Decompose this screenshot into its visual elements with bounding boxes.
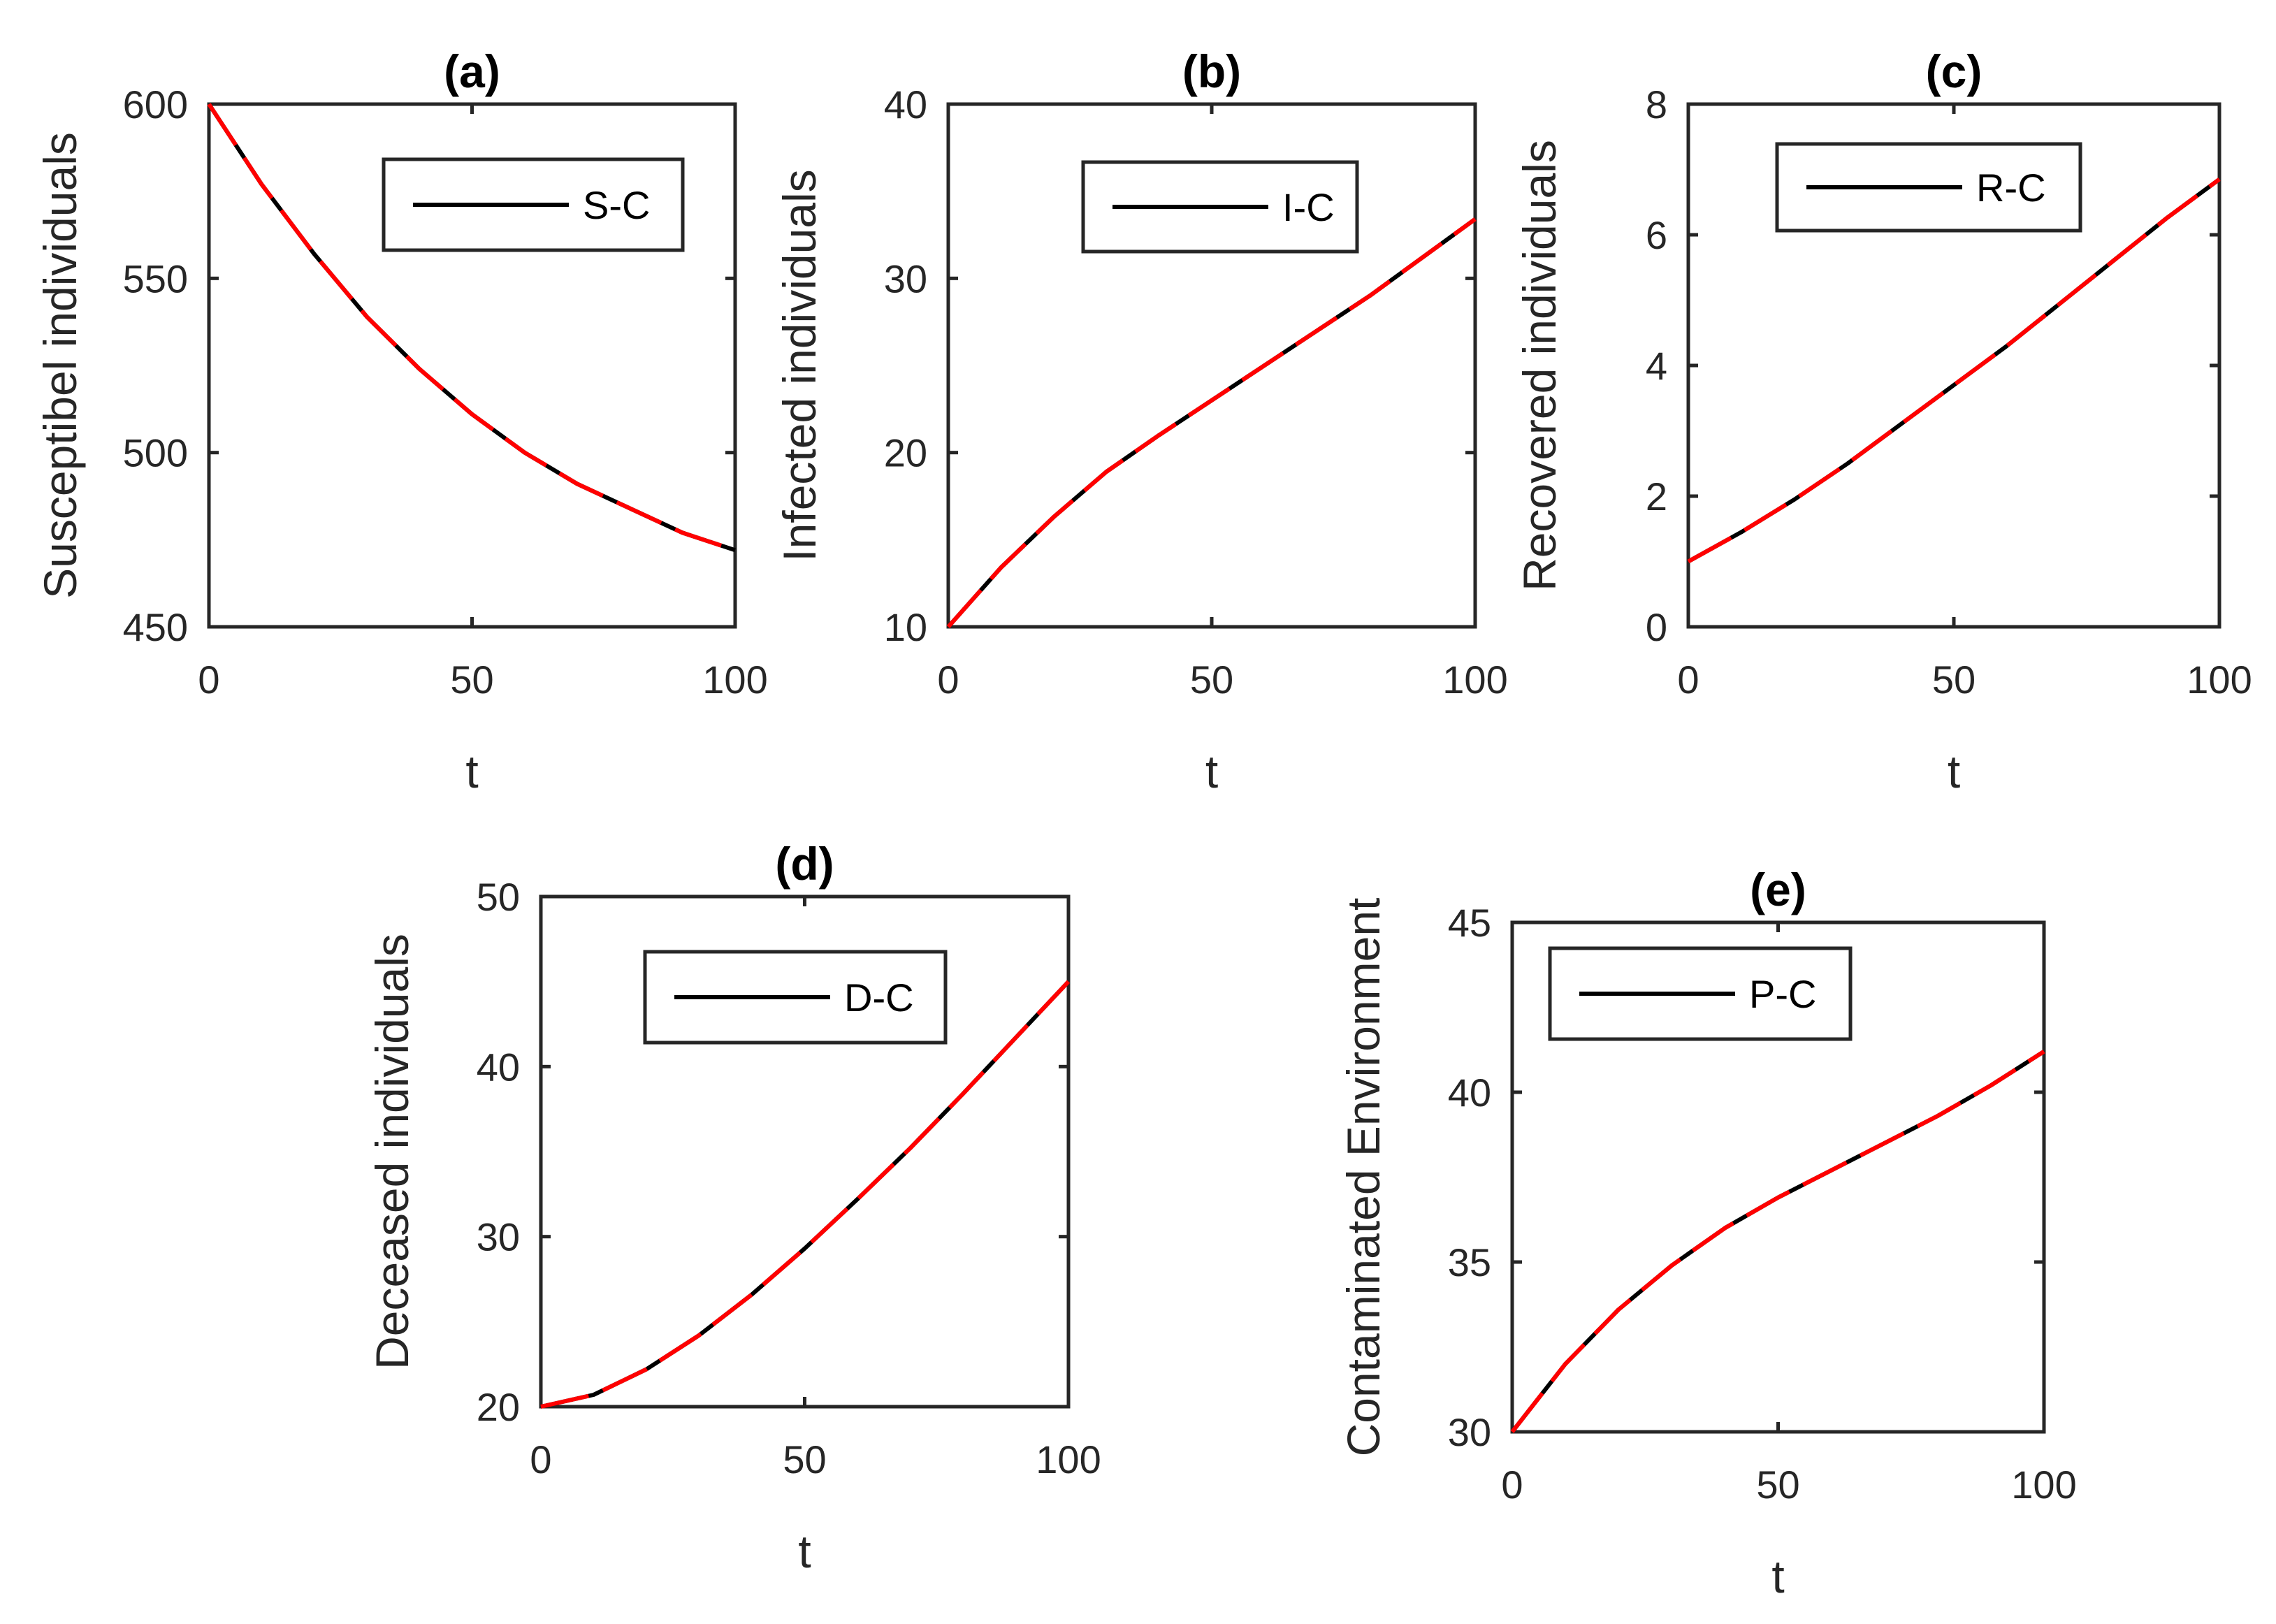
x-tick-label: 0: [530, 1437, 551, 1481]
y-tick-label: 20: [884, 431, 927, 475]
y-axis-label: Infected individuals: [774, 169, 825, 561]
legend-entry: D-C: [844, 976, 914, 1020]
series-line-dashed: [540, 980, 1071, 1409]
panel-e: 0 50 100 30 35 40 45 (e) t Contaminated Environme…: [1338, 864, 2077, 1602]
x-axis-label: t: [1205, 746, 1218, 797]
legend: D-C: [643, 950, 948, 1045]
series-line-dashed: [1510, 1050, 2045, 1433]
panel-d: 0 50 100 20 30 40 50 (d) t Deceased individuals D-…: [366, 838, 1101, 1577]
legend-entry: R-C: [1976, 166, 2046, 210]
series-line-dashed: [946, 217, 1477, 628]
y-tick-label: 50: [477, 875, 520, 919]
y-tick-label: 0: [1646, 605, 1667, 649]
y-tick-label: 45: [1448, 901, 1491, 945]
y-tick-label: 35: [1448, 1240, 1491, 1284]
panel-title: (c): [1926, 45, 1983, 97]
x-axis-label: t: [798, 1525, 811, 1577]
y-tick-label: 4: [1646, 344, 1667, 388]
y-tick-label: 30: [477, 1215, 520, 1259]
y-tick-label: 8: [1646, 82, 1667, 126]
y-axis-label: Contaminated Environment: [1338, 898, 1389, 1457]
x-tick-label: 100: [1036, 1437, 1101, 1481]
x-tick-label: 100: [702, 658, 767, 702]
y-tick-label: 20: [477, 1385, 520, 1429]
legend: S-C: [382, 157, 685, 252]
x-axis-label: t: [465, 746, 478, 797]
x-tick-label: 50: [1932, 658, 1976, 702]
x-tick-label: 50: [450, 658, 493, 702]
panel-title: (b): [1182, 45, 1241, 97]
x-tick-label: 0: [1677, 658, 1699, 702]
y-tick-label: 2: [1646, 474, 1667, 519]
y-tick-label: 30: [1448, 1410, 1491, 1454]
x-tick-label: 0: [1501, 1463, 1523, 1507]
series-line-dashed: [1687, 177, 2221, 564]
x-tick-label: 50: [783, 1437, 826, 1481]
series-line-dashed: [207, 103, 736, 553]
x-tick-label: 100: [2187, 658, 2252, 702]
y-tick-label: 600: [123, 82, 188, 126]
legend-entry: I-C: [1282, 185, 1335, 229]
y-axis-label: Deceased individuals: [366, 934, 418, 1370]
y-tick-label: 30: [884, 256, 927, 300]
y-axis-label: Susceptibel individuals: [34, 132, 86, 599]
x-axis-label: t: [1771, 1551, 1784, 1602]
x-tick-label: 100: [1442, 658, 1507, 702]
legend: P-C: [1548, 946, 1853, 1041]
y-tick-label: 550: [123, 256, 188, 300]
panel-c: 0 50 100 0 2 4 6 8 (c) t Recovered individuals R-C: [1514, 45, 2252, 797]
y-tick-label: 40: [884, 82, 927, 126]
y-tick-label: 450: [123, 605, 188, 649]
y-axis-label: Recovered individuals: [1514, 140, 1565, 591]
panel-a: 0 50 100 450 500 550 600 (a) t Susceptibel indivi…: [34, 45, 768, 797]
y-tick-label: 40: [477, 1045, 520, 1089]
panel-title: (d): [775, 838, 834, 890]
legend: R-C: [1775, 142, 2082, 233]
x-tick-label: 0: [198, 658, 219, 702]
legend: I-C: [1081, 160, 1359, 254]
legend-entry: P-C: [1749, 972, 1816, 1016]
x-tick-label: 50: [1756, 1463, 1799, 1507]
y-tick-label: 40: [1448, 1071, 1491, 1115]
x-tick-label: 50: [1190, 658, 1233, 702]
legend-entry: S-C: [583, 183, 650, 227]
x-axis-label: t: [1948, 746, 1960, 797]
panel-title: (a): [444, 45, 500, 97]
y-tick-label: 10: [884, 605, 927, 649]
y-tick-label: 6: [1646, 213, 1667, 257]
panel-title: (e): [1750, 864, 1806, 915]
panel-b: 0 50 100 10 20 30 40 (b) t Infected individuals I-…: [774, 45, 1508, 797]
x-tick-label: 100: [2011, 1463, 2076, 1507]
x-tick-label: 0: [937, 658, 959, 702]
y-tick-label: 500: [123, 431, 188, 475]
